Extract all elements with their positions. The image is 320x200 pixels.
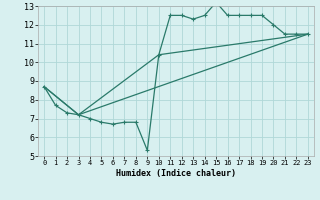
X-axis label: Humidex (Indice chaleur): Humidex (Indice chaleur) xyxy=(116,169,236,178)
